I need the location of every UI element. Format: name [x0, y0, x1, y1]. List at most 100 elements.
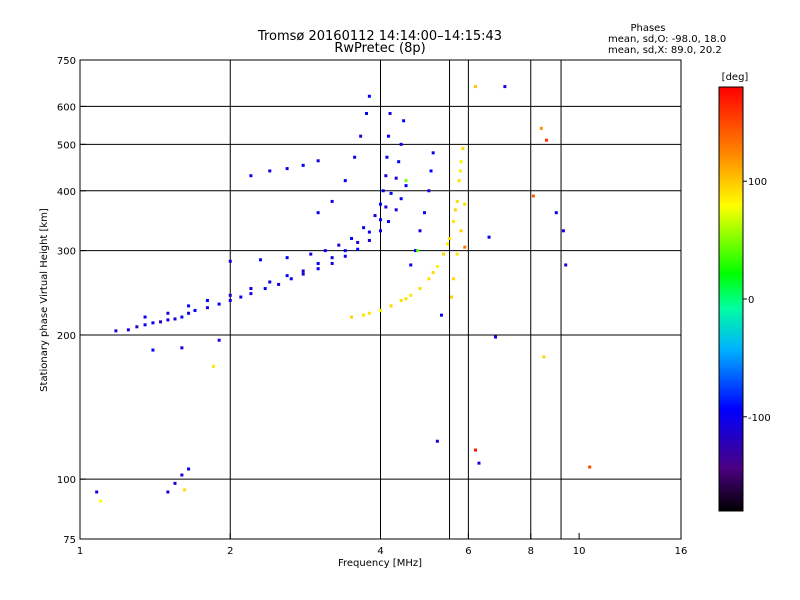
phase-point-0: [316, 211, 320, 215]
phase-point-1: [99, 499, 103, 503]
phase-point-0: [289, 277, 293, 281]
phase-point-0: [316, 261, 320, 265]
phase-point-1: [542, 355, 546, 359]
phase-point-0: [365, 111, 369, 115]
phase-point-0: [373, 214, 377, 218]
phase-point-0: [263, 287, 267, 291]
stats-heading: Phases: [630, 23, 665, 34]
phase-point-1: [449, 295, 453, 299]
x-tick-label: 8: [528, 546, 534, 557]
colorbar-tick-label: 100: [748, 177, 767, 188]
phase-point-1: [389, 304, 393, 308]
phase-point-1: [211, 364, 215, 368]
colorbar-tick-label: 0: [748, 295, 754, 306]
phase-point-0: [356, 240, 360, 244]
phase-point-1: [435, 264, 439, 268]
phase-point-1: [461, 147, 465, 151]
x-tick-label: 1: [77, 546, 83, 557]
phase-point-0: [503, 85, 507, 89]
phase-point-0: [285, 256, 289, 260]
phase-point-1: [446, 242, 450, 246]
x-tick-label: 6: [465, 546, 471, 557]
phase-point-0: [487, 235, 491, 239]
phase-point-1: [455, 199, 459, 203]
phase-point-0: [159, 320, 163, 324]
phase-point-0: [397, 160, 401, 164]
phase-point-0: [494, 335, 498, 339]
phase-point-1: [379, 308, 382, 312]
x-tick-label: 16: [675, 546, 688, 557]
phase-point-0: [217, 302, 221, 306]
axis-ticks: 1 2 4 6 8 10 16 75 100 200 300 400 500 600 750: [57, 56, 687, 557]
phase-point-0: [205, 299, 209, 303]
phase-point-0: [126, 328, 130, 332]
phase-point-0: [384, 205, 388, 209]
phase-point-0: [402, 119, 406, 123]
phase-point-0: [268, 169, 272, 173]
phase-point-1: [455, 252, 459, 256]
phase-point-0: [187, 311, 191, 315]
phase-point-0: [330, 199, 334, 203]
y-tick-label: 750: [57, 56, 76, 67]
phase-point-0: [135, 325, 139, 329]
chart-subtitle: RwPretec (8p): [334, 41, 425, 56]
x-axis-label: Frequency [MHz]: [338, 558, 422, 569]
data-points: [95, 85, 592, 503]
phase-point-0: [367, 230, 371, 234]
phase-point-0: [379, 218, 382, 222]
y-tick-label: 200: [57, 331, 76, 342]
phase-point-0: [166, 318, 170, 322]
phase-point-1: [416, 249, 420, 253]
phase-point-1: [457, 179, 461, 183]
phase-point-0: [422, 211, 426, 215]
phase-point-1: [362, 313, 366, 317]
phase-point-1: [442, 252, 446, 256]
phase-point-0: [166, 490, 170, 494]
phase-point-0: [431, 151, 435, 155]
phase-point-1: [539, 126, 543, 130]
phase-point-1: [350, 315, 354, 319]
phase-point-1: [458, 169, 462, 173]
phase-point-0: [384, 174, 388, 178]
phase-point-0: [418, 229, 422, 233]
y-tick-label: 600: [57, 102, 76, 113]
x-tick-label: 4: [377, 546, 383, 557]
phase-point-1: [473, 85, 477, 89]
phase-point-1: [459, 160, 463, 164]
colorbar-tick-label: -100: [748, 413, 771, 424]
y-tick-label: 400: [57, 187, 76, 198]
phase-point-0: [561, 229, 565, 233]
phase-point-0: [386, 134, 390, 138]
phase-point-0: [166, 311, 170, 315]
phase-point-0: [180, 473, 184, 477]
phase-point-0: [440, 313, 444, 317]
phase-point-0: [356, 247, 360, 251]
phase-point-0: [205, 306, 209, 310]
y-axis-label: Stationary phase Virtual Height [km]: [39, 208, 50, 392]
phase-point-0: [381, 189, 385, 193]
phase-point-1: [453, 208, 457, 212]
phase-point-0: [249, 174, 253, 178]
phase-point-1: [404, 297, 408, 301]
phase-point-0: [330, 261, 334, 265]
phase-point-0: [187, 467, 191, 471]
phase-point-0: [180, 346, 184, 350]
phase-point-0: [316, 267, 320, 271]
phase-point-0: [228, 293, 232, 297]
plot-frame: [79, 59, 682, 540]
phase-point-1: [399, 299, 403, 303]
phase-point-0: [301, 163, 305, 167]
phase-point-0: [228, 299, 232, 303]
phase-point-0: [379, 202, 382, 206]
phase-point-0: [173, 481, 177, 485]
x-tick-label: 10: [573, 546, 586, 557]
phase-point-0: [268, 280, 272, 284]
phase-point-0: [362, 226, 366, 230]
phase-point-1: [367, 311, 371, 315]
phase-point-0: [564, 263, 568, 267]
phase-point-0: [143, 323, 147, 327]
phase-point-1: [409, 293, 413, 297]
phase-point-0: [554, 211, 558, 215]
phase-point-0: [343, 179, 347, 183]
phase-point-0: [389, 191, 393, 195]
